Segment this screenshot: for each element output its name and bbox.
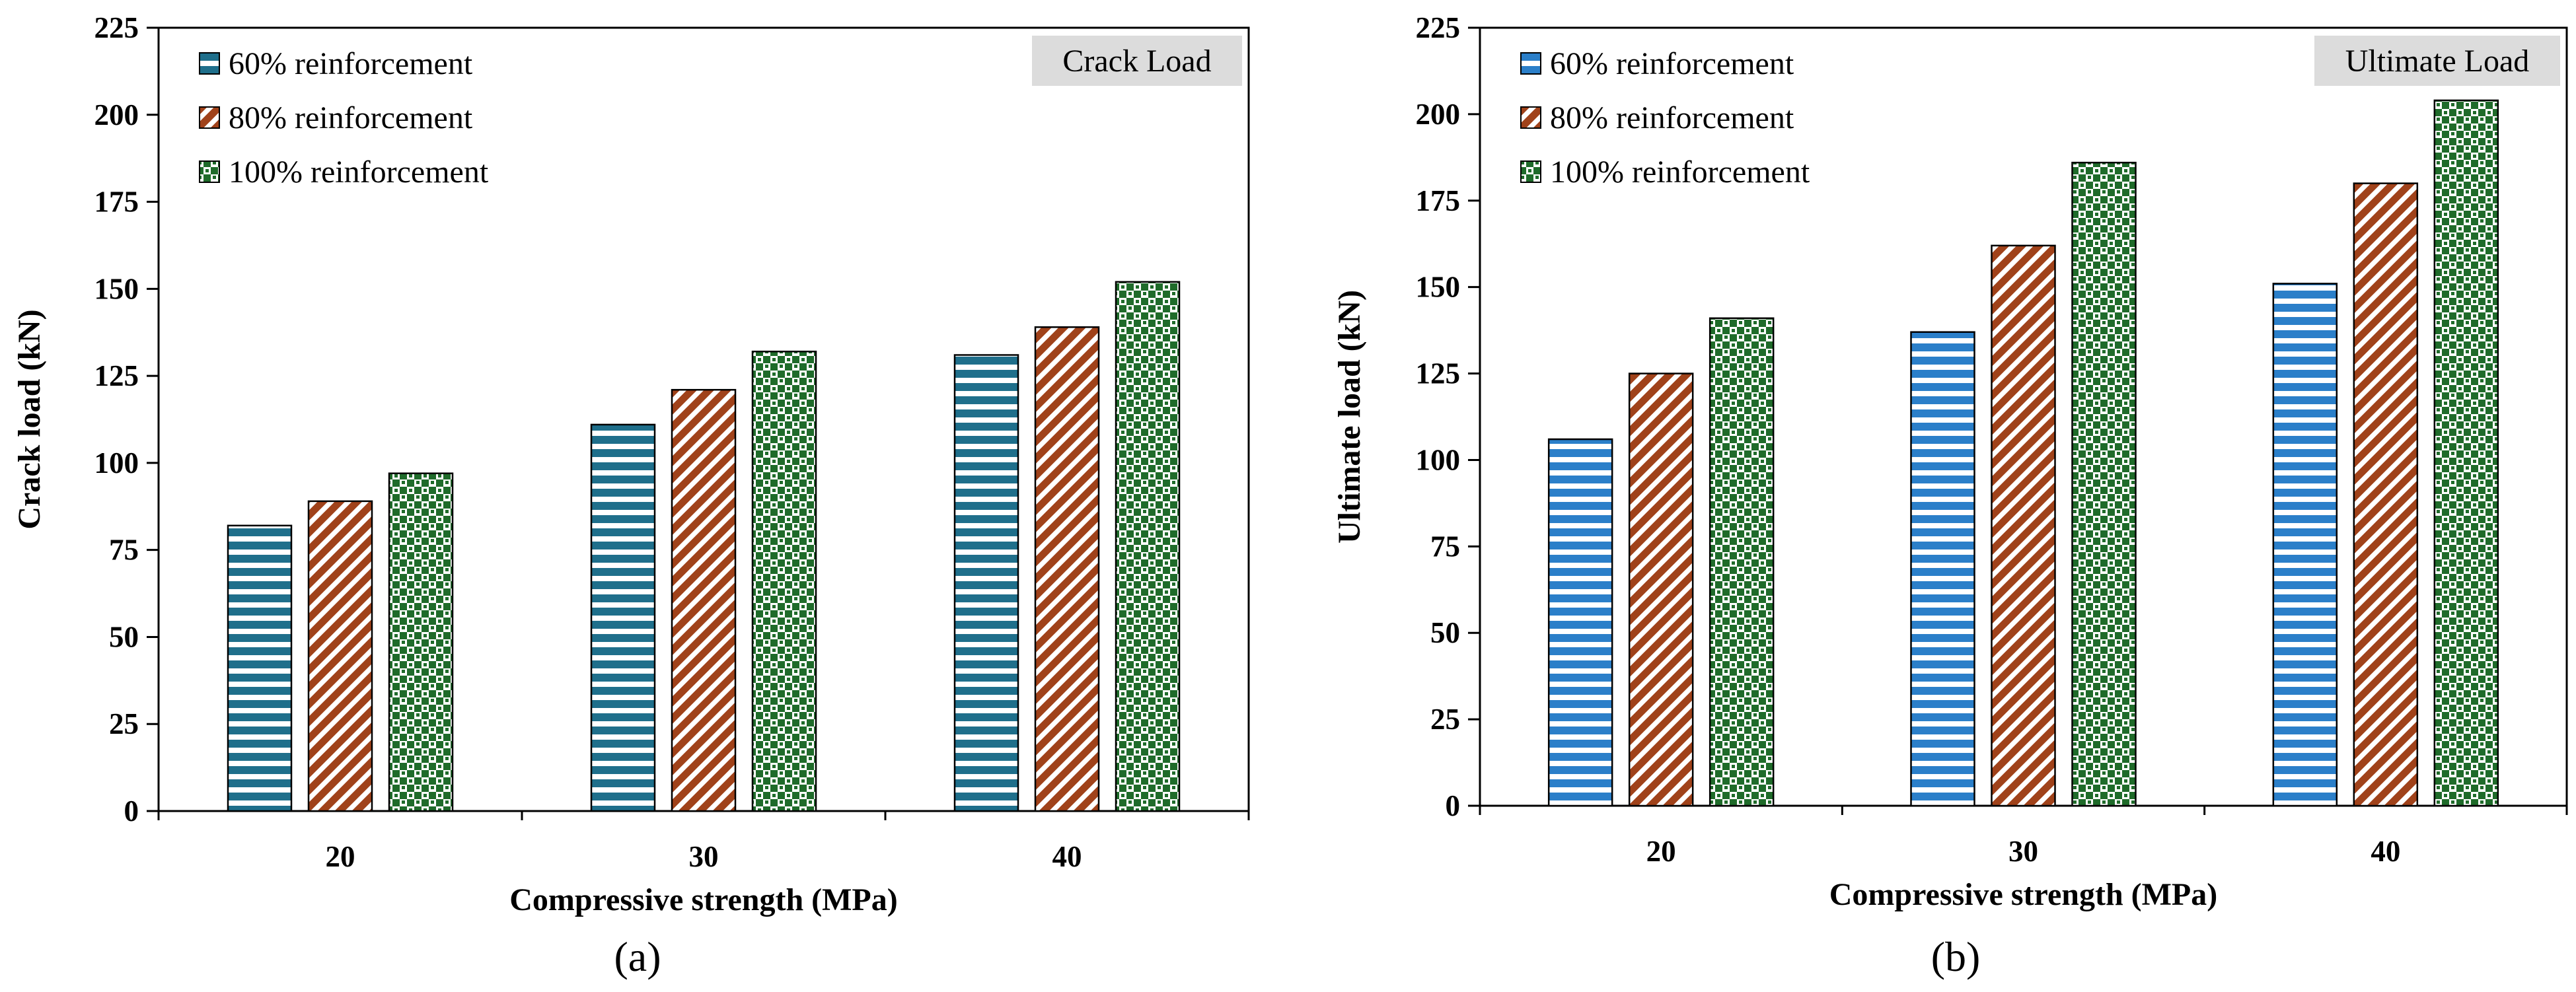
y-tick-label: 225	[1416, 11, 1461, 44]
bar-80-cat-30	[1991, 244, 2056, 807]
legend-swatch	[1520, 106, 1541, 129]
x-axis-title: Compressive strength (MPa)	[509, 882, 897, 917]
bar-60-cat-30	[1910, 331, 1975, 807]
bar-60-cat-20	[227, 524, 293, 812]
panel-badge-text: Crack Load	[1062, 44, 1211, 79]
y-tick-label: 100	[1416, 443, 1461, 476]
panel-badge	[2314, 36, 2560, 86]
legend-label: 80% reinforcement	[229, 100, 473, 135]
y-tick-label: 25	[109, 707, 139, 740]
y-tick-label: 50	[1430, 616, 1460, 649]
panel-badge-text: Ultimate Load	[2345, 44, 2530, 79]
bar-100-cat-40	[1115, 281, 1181, 812]
y-tick-label: 150	[1416, 271, 1461, 304]
x-tick-label: 30	[689, 840, 719, 873]
bar-60-cat-30	[590, 423, 656, 812]
bar-80-cat-30	[671, 388, 737, 812]
legend-swatch	[199, 106, 220, 129]
bar-80-cat-40	[1034, 326, 1100, 812]
legend-label: 60% reinforcement	[1550, 46, 1794, 81]
x-tick-label: 20	[1646, 835, 1676, 868]
x-tick-label: 20	[326, 840, 355, 873]
y-tick-label: 125	[1416, 357, 1461, 390]
bar-100-cat-30	[751, 350, 817, 812]
panel-caption: (a)	[614, 933, 661, 980]
bar-100-cat-40	[2433, 99, 2499, 807]
legend: 60% reinforcement 80% reinforcement 100% r…	[199, 46, 489, 190]
y-tick-label: 175	[94, 186, 139, 219]
bar-80-cat-40	[2353, 182, 2419, 807]
y-tick-label: 150	[94, 272, 139, 305]
y-tick-label: 50	[109, 620, 139, 653]
y-tick-label: 225	[94, 11, 139, 44]
x-tick-label: 30	[2008, 835, 2038, 868]
y-tick-label: 200	[94, 98, 139, 131]
y-tick-label: 175	[1416, 184, 1461, 217]
y-tick-label: 125	[94, 359, 139, 392]
y-axis-title: Crack load (kN)	[12, 309, 47, 529]
bar-100-cat-20	[388, 472, 454, 812]
bar-100-cat-20	[1709, 317, 1775, 807]
legend-label: 100% reinforcement	[229, 155, 489, 190]
panel-caption: (b)	[1931, 933, 1981, 980]
x-tick-label: 40	[2371, 835, 2400, 868]
bar-80-cat-20	[1628, 372, 1694, 807]
chart-panel-a: 0 25 50 75 100 125 150 175 200 225 20 30 40 Compressi…	[12, 11, 1250, 980]
legend-label: 100% reinforcement	[1550, 155, 1810, 190]
x-axis-title: Compressive strength (MPa)	[1829, 877, 2217, 912]
legend-label: 60% reinforcement	[229, 46, 473, 81]
bar-60-cat-40	[2272, 283, 2338, 807]
y-tick-label: 25	[1430, 703, 1460, 736]
y-tick-label: 0	[124, 795, 139, 828]
y-tick-label: 100	[94, 446, 139, 479]
y-tick-label: 200	[1416, 98, 1461, 131]
bar-100-cat-30	[2071, 161, 2137, 807]
legend-label: 80% reinforcement	[1550, 100, 1794, 135]
y-axis-title: Ultimate load (kN)	[1332, 290, 1367, 544]
bar-80-cat-20	[307, 500, 373, 812]
panel-badge	[1032, 36, 1242, 86]
legend-swatch	[199, 52, 220, 75]
legend-swatch	[1520, 52, 1541, 75]
bar-60-cat-20	[1547, 438, 1613, 807]
y-tick-label: 0	[1446, 789, 1461, 822]
legend-swatch	[1520, 160, 1541, 183]
y-tick-label: 75	[109, 534, 139, 567]
x-tick-label: 40	[1052, 840, 1082, 873]
chart-panel-b: 0 25 50 75 100 125 150 175 200 225 20 30 40 Compressi…	[1332, 11, 2568, 980]
legend-swatch	[199, 160, 220, 183]
legend: 60% reinforcement 80% reinforcement 100% r…	[1520, 46, 1810, 190]
bar-60-cat-40	[953, 354, 1019, 812]
y-tick-label: 75	[1430, 530, 1460, 563]
